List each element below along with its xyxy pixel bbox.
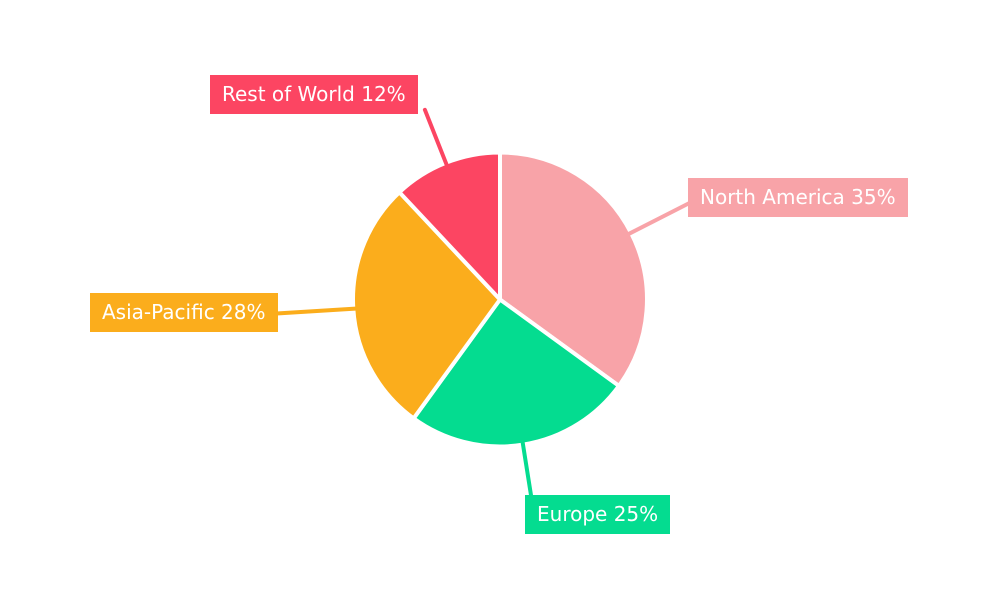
pie-label-europe: Europe 25%	[525, 495, 671, 534]
leader-line-asia-pacific	[268, 306, 358, 316]
leader-line-rest-of-world	[422, 107, 449, 167]
pie-label-asia-pacific: Asia-Pacific 28%	[90, 293, 278, 332]
pie-label-rest-of-world: Rest of World 12%	[210, 75, 418, 114]
pie-label-north-america: North America 35%	[688, 178, 908, 217]
